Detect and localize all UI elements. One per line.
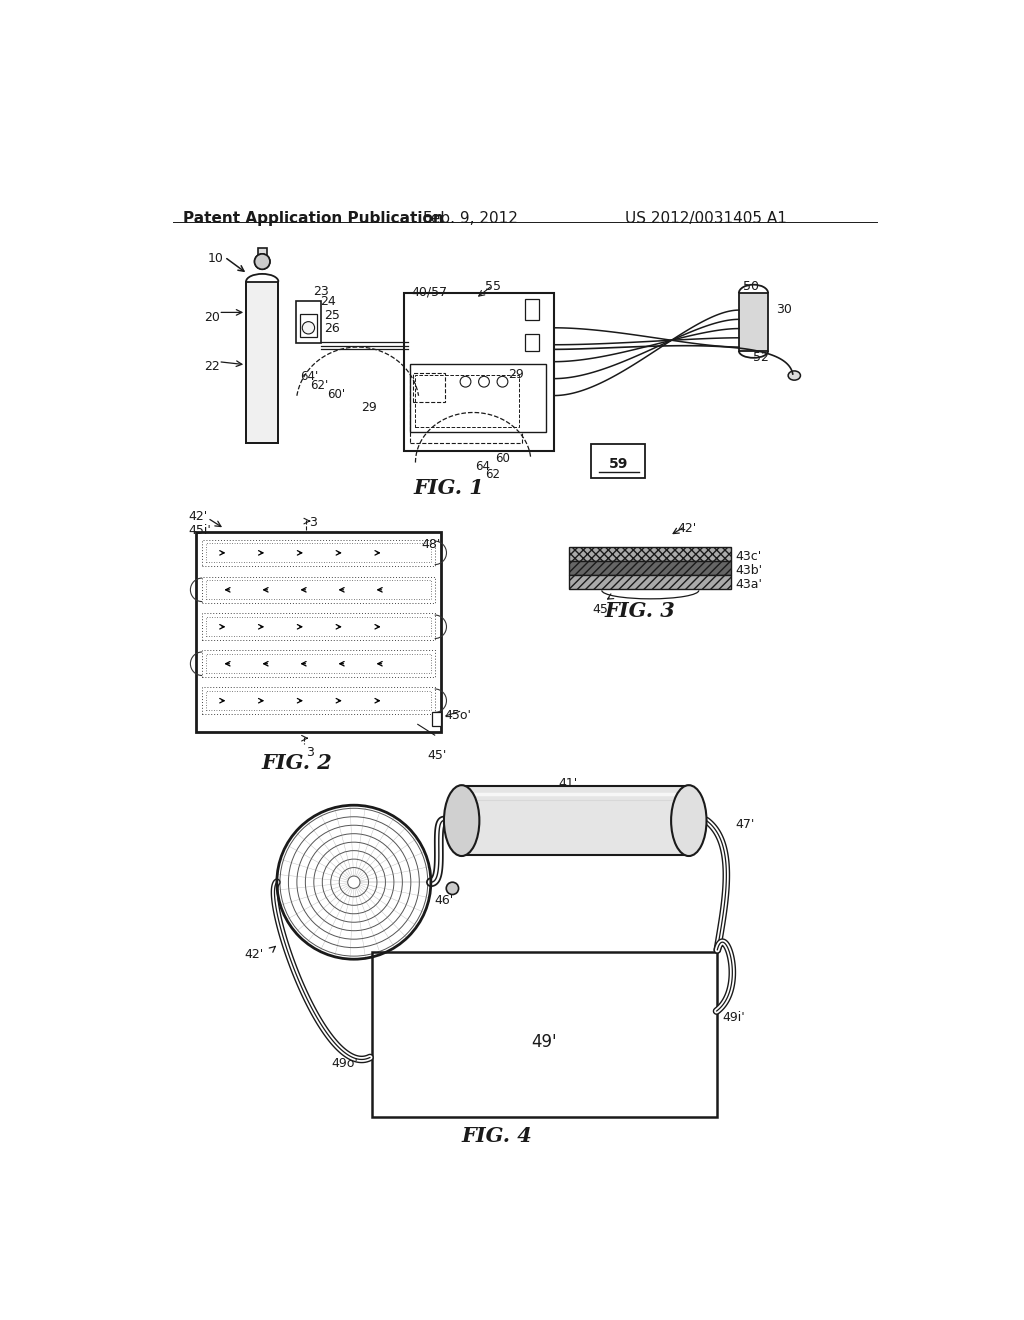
Text: 64: 64	[475, 461, 490, 474]
Text: 45': 45'	[427, 748, 446, 762]
Text: 24: 24	[319, 296, 336, 309]
Text: 40/57: 40/57	[412, 285, 447, 298]
Text: 60: 60	[496, 451, 510, 465]
Circle shape	[302, 322, 314, 334]
Text: FIG. 3: FIG. 3	[604, 602, 675, 622]
Circle shape	[255, 253, 270, 269]
Text: 62': 62'	[310, 379, 329, 392]
Text: 43c': 43c'	[735, 550, 761, 564]
Text: 42': 42'	[245, 948, 264, 961]
Bar	[591, 444, 645, 478]
Bar	[739, 293, 768, 351]
Text: 42': 42'	[188, 511, 208, 523]
Text: 45o': 45o'	[444, 709, 472, 722]
Text: 62: 62	[484, 469, 500, 480]
Text: Feb. 9, 2012: Feb. 9, 2012	[423, 211, 518, 226]
Bar	[258, 248, 267, 264]
Text: FIG. 1: FIG. 1	[413, 478, 484, 498]
Polygon shape	[569, 561, 731, 576]
Bar	[206, 544, 431, 562]
Bar	[410, 364, 547, 432]
Text: 47': 47'	[735, 818, 755, 832]
Text: 43b': 43b'	[735, 564, 762, 577]
Text: 49i': 49i'	[723, 1011, 745, 1024]
Bar	[410, 370, 521, 444]
Text: 60': 60'	[327, 388, 345, 401]
Text: 64': 64'	[300, 370, 318, 383]
Text: 3: 3	[309, 516, 317, 529]
Text: 3: 3	[306, 746, 314, 759]
Bar	[202, 540, 435, 566]
Bar	[196, 532, 441, 733]
Bar	[300, 314, 316, 337]
Bar	[462, 785, 689, 855]
Polygon shape	[569, 576, 731, 589]
Bar	[372, 952, 717, 1117]
Text: 10: 10	[208, 252, 223, 265]
Bar	[202, 577, 435, 603]
Bar	[524, 298, 539, 321]
Text: 45': 45'	[593, 603, 612, 615]
Text: 49': 49'	[531, 1034, 557, 1051]
Bar	[296, 301, 321, 343]
Bar	[403, 293, 554, 451]
Ellipse shape	[788, 371, 801, 380]
Text: FIG. 4: FIG. 4	[462, 1126, 532, 1147]
Text: 26: 26	[325, 322, 340, 335]
Bar	[415, 375, 518, 428]
Text: 50: 50	[742, 280, 759, 293]
Circle shape	[255, 253, 270, 269]
Bar	[206, 581, 431, 599]
Text: 43a': 43a'	[735, 578, 762, 591]
Text: 23: 23	[313, 285, 329, 298]
Bar	[246, 281, 279, 444]
Text: 46': 46'	[435, 894, 454, 907]
Bar	[206, 655, 431, 673]
Text: 45i': 45i'	[188, 524, 211, 537]
Text: FIG. 2: FIG. 2	[261, 752, 332, 774]
Text: 42': 42'	[677, 521, 696, 535]
Bar	[524, 334, 539, 351]
Text: 41': 41'	[558, 776, 578, 789]
Text: Patent Application Publication: Patent Application Publication	[183, 211, 443, 226]
Text: 55: 55	[484, 280, 501, 293]
Text: 30: 30	[776, 304, 792, 317]
Polygon shape	[569, 548, 731, 561]
Text: 20: 20	[205, 312, 220, 323]
Ellipse shape	[671, 785, 707, 857]
Text: 25: 25	[325, 309, 340, 322]
Circle shape	[446, 882, 459, 895]
Bar	[413, 374, 445, 403]
Bar	[206, 618, 431, 636]
Bar	[432, 711, 441, 726]
Text: 52: 52	[753, 351, 769, 364]
Bar	[202, 614, 435, 640]
Text: 48': 48'	[422, 539, 441, 550]
Text: 49o': 49o'	[332, 1057, 358, 1071]
Bar	[202, 651, 435, 677]
Bar	[202, 688, 435, 714]
Text: 59: 59	[609, 457, 629, 471]
Ellipse shape	[444, 785, 479, 857]
Text: 29: 29	[508, 368, 523, 381]
Text: US 2012/0031405 A1: US 2012/0031405 A1	[625, 211, 786, 226]
Bar	[206, 692, 431, 710]
Text: 29: 29	[361, 401, 377, 414]
Text: 22: 22	[205, 360, 220, 374]
